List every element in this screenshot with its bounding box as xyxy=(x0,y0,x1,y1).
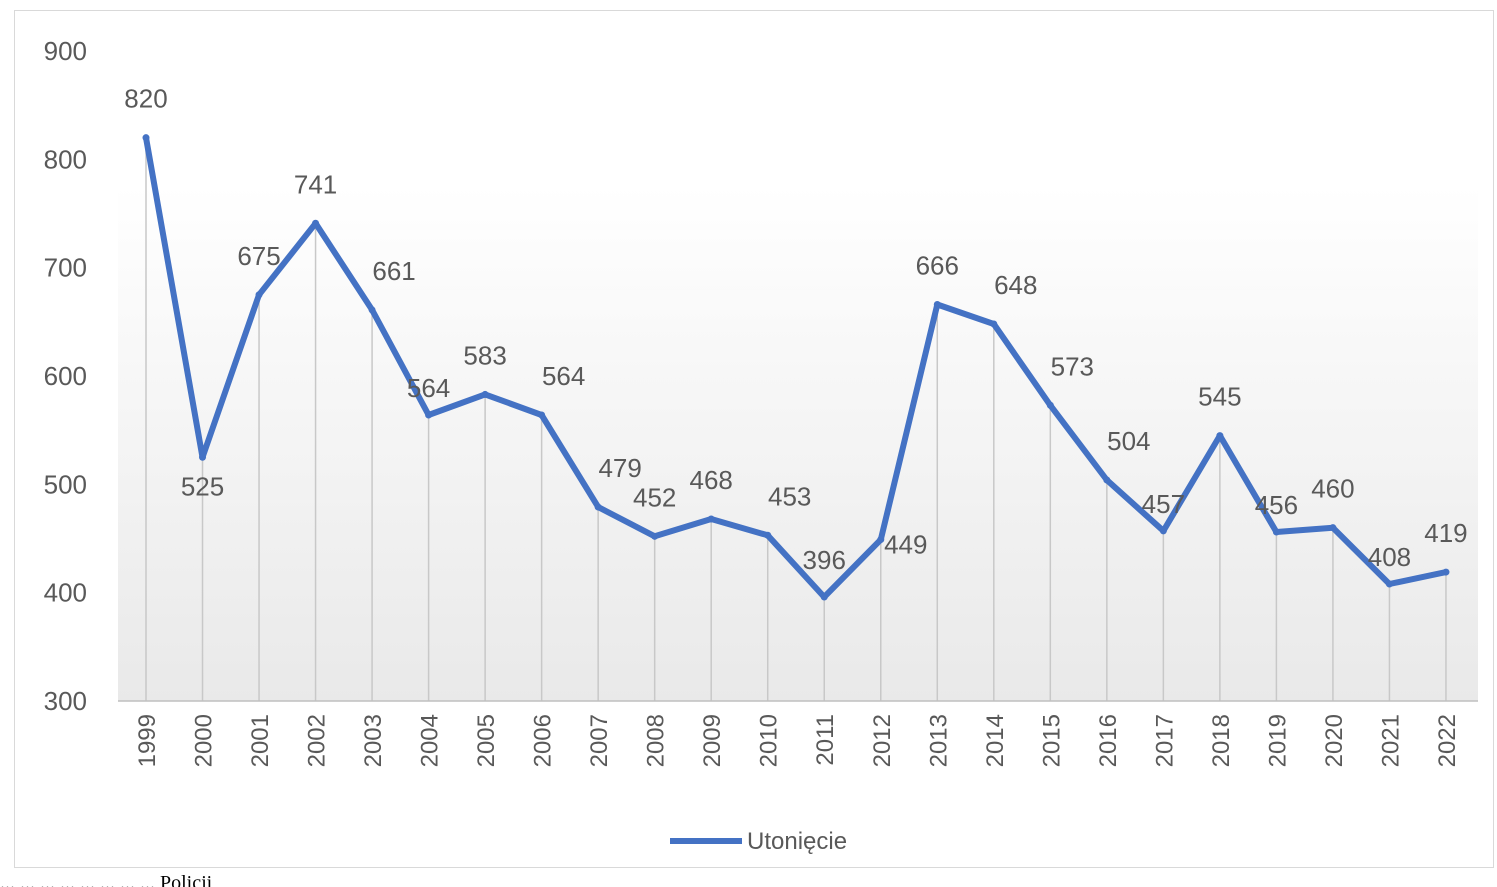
legend-label: Utonięcie xyxy=(747,828,847,855)
data-point xyxy=(764,531,772,539)
data-point xyxy=(312,219,320,227)
x-tick-label: 2014 xyxy=(982,714,1009,767)
data-point xyxy=(481,390,489,398)
data-label: 564 xyxy=(542,361,585,391)
x-tick-label: 2020 xyxy=(1321,714,1348,767)
y-axis: 300 400 500 600 700 800 900 xyxy=(44,36,87,716)
x-tick-label: 2017 xyxy=(1151,714,1178,767)
x-tick-label: 2013 xyxy=(925,714,952,767)
x-tick-label: 2010 xyxy=(756,714,783,767)
data-point xyxy=(425,411,433,419)
data-point xyxy=(594,503,602,511)
data-label: 675 xyxy=(237,241,280,271)
x-tick-label: 2001 xyxy=(247,714,274,767)
drop-lines xyxy=(145,137,1447,701)
data-label: 460 xyxy=(1311,474,1354,504)
data-label: 583 xyxy=(463,340,506,370)
data-label: 573 xyxy=(1051,351,1094,381)
data-label: 396 xyxy=(803,545,846,575)
data-label: 666 xyxy=(916,251,959,281)
x-tick-label: 2003 xyxy=(360,714,387,767)
x-tick-label: 2019 xyxy=(1264,714,1291,767)
x-tick-label: 2018 xyxy=(1208,714,1235,767)
data-point xyxy=(820,593,828,601)
y-tick-label: 300 xyxy=(44,686,87,716)
plot-area-background xyxy=(118,185,1478,701)
data-label: 452 xyxy=(633,482,676,512)
series-utoniecie xyxy=(142,134,1450,601)
data-point xyxy=(368,306,376,314)
x-tick-label: 2021 xyxy=(1377,714,1404,767)
data-label: 468 xyxy=(690,465,733,495)
data-point xyxy=(255,291,263,299)
data-label: 741 xyxy=(294,169,337,199)
data-label: 661 xyxy=(372,256,415,286)
y-tick-label: 900 xyxy=(44,36,87,66)
y-tick-label: 500 xyxy=(44,469,87,499)
data-label: 820 xyxy=(124,84,167,114)
data-point xyxy=(199,453,207,461)
data-label: 419 xyxy=(1424,518,1467,548)
data-point xyxy=(1442,568,1450,576)
x-tick-label: 2022 xyxy=(1434,714,1461,767)
data-label: 504 xyxy=(1107,426,1150,456)
x-tick-label: 2004 xyxy=(417,714,444,767)
legend: Utonięcie xyxy=(670,828,847,855)
y-tick-label: 400 xyxy=(44,578,87,608)
x-tick-label: 2007 xyxy=(586,714,613,767)
x-tick-label: 1999 xyxy=(134,714,161,767)
x-tick-label: 2002 xyxy=(304,714,331,767)
data-label: 648 xyxy=(994,270,1037,300)
y-tick-label: 600 xyxy=(44,361,87,391)
x-tick-label: 2012 xyxy=(869,714,896,767)
data-label: 457 xyxy=(1142,489,1185,519)
data-point xyxy=(990,320,998,328)
x-tick-label: 2000 xyxy=(191,714,218,767)
x-axis: 1999 2000 2001 2002 2003 2004 2005 2006 2007 2008… xyxy=(134,714,1461,767)
x-tick-label: 2011 xyxy=(812,714,839,766)
data-point xyxy=(1046,401,1054,409)
y-tick-label: 700 xyxy=(44,253,87,283)
data-label: 408 xyxy=(1368,542,1411,572)
data-point xyxy=(142,134,150,142)
data-point xyxy=(1329,524,1337,532)
data-point xyxy=(651,532,659,540)
data-label: 479 xyxy=(598,453,641,483)
data-label: 453 xyxy=(768,481,811,511)
data-point xyxy=(1272,528,1280,536)
data-point xyxy=(1385,580,1393,588)
x-tick-label: 2006 xyxy=(530,714,557,767)
data-label: 525 xyxy=(181,471,224,501)
x-tick-label: 2016 xyxy=(1095,714,1122,767)
data-point xyxy=(933,301,941,308)
data-label: 545 xyxy=(1198,382,1241,412)
data-point xyxy=(1159,527,1167,535)
y-tick-label: 800 xyxy=(44,144,87,174)
data-label: 456 xyxy=(1255,490,1298,520)
data-label: 449 xyxy=(884,530,927,560)
x-tick-label: 2015 xyxy=(1038,714,1065,767)
data-point xyxy=(538,411,546,419)
x-tick-label: 2009 xyxy=(699,714,726,767)
series-line xyxy=(143,134,1449,600)
x-tick-label: 2008 xyxy=(643,714,670,767)
data-point xyxy=(877,536,885,544)
data-label: 564 xyxy=(407,373,450,403)
data-point xyxy=(707,515,715,523)
data-point xyxy=(1216,432,1224,440)
figure-caption: ... ... ... ... ... ... ... ... Policji xyxy=(0,872,213,887)
data-point xyxy=(1103,476,1111,484)
x-tick-label: 2005 xyxy=(473,714,500,767)
